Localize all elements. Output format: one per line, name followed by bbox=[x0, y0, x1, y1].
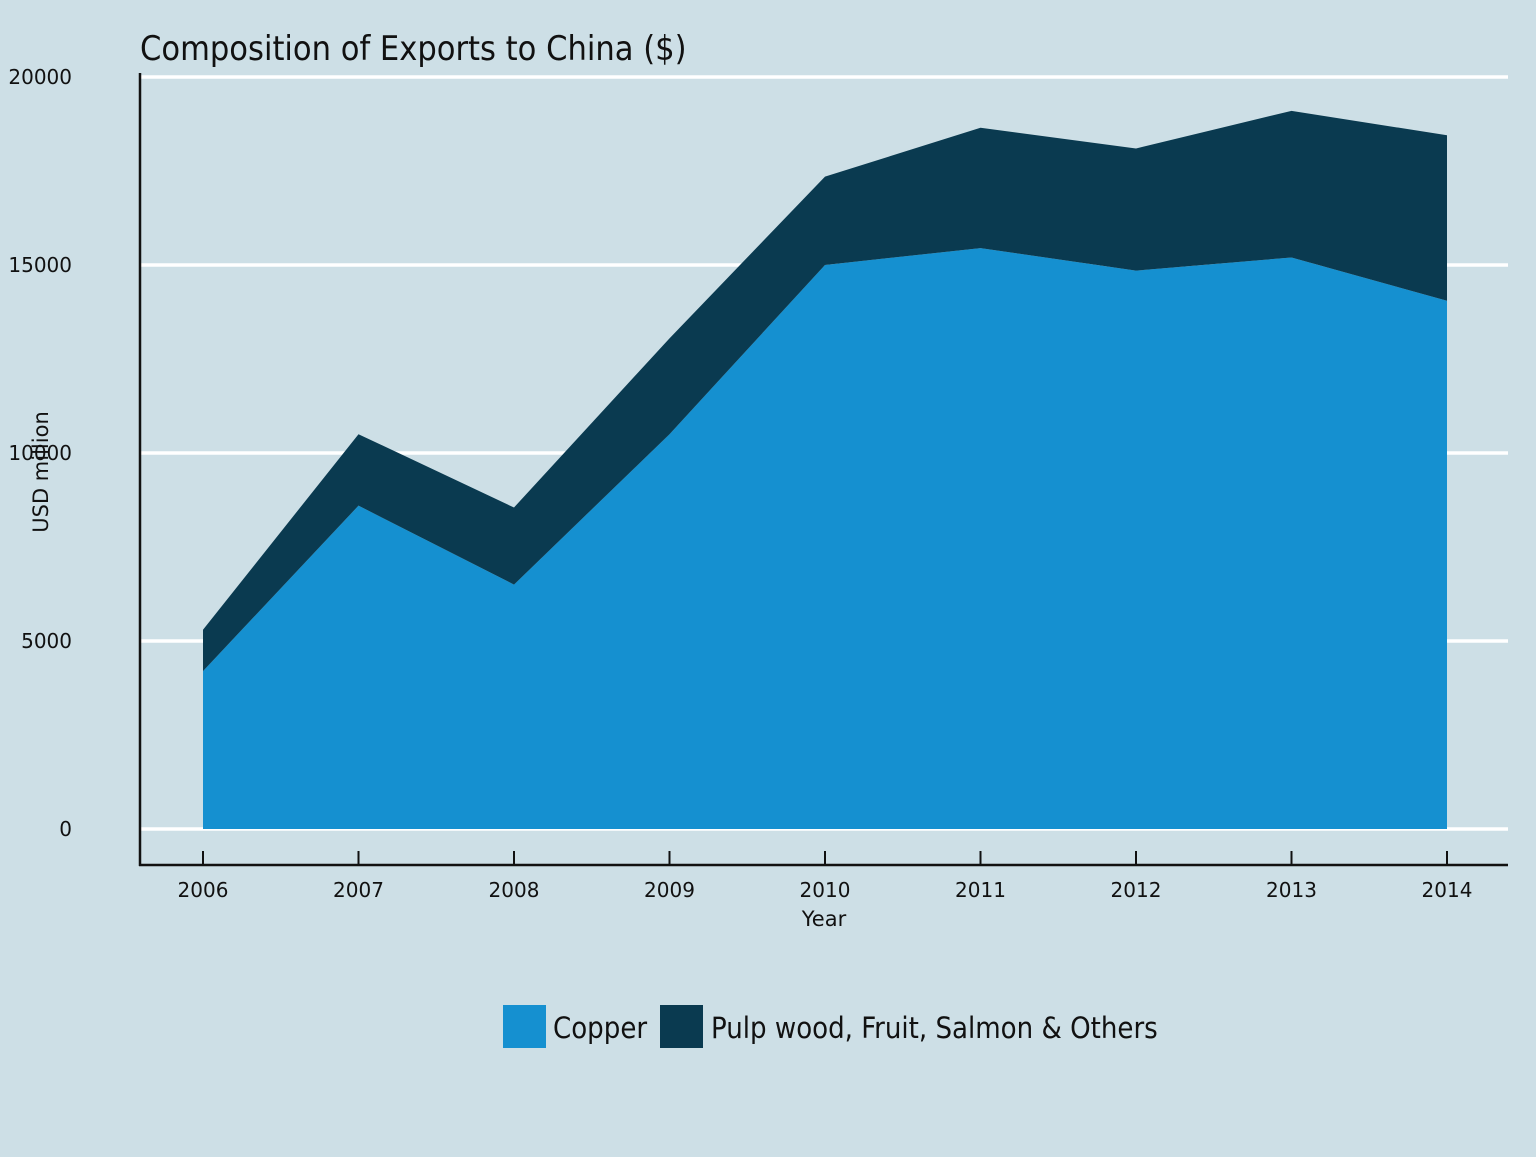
x-tick-label: 2014 bbox=[1422, 878, 1473, 902]
x-tick-label: 2011 bbox=[955, 878, 1006, 902]
legend-label-1: Pulp wood, Fruit, Salmon & Others bbox=[711, 1011, 1158, 1045]
x-tick-label: 2008 bbox=[489, 878, 540, 902]
x-tick-label: 2013 bbox=[1266, 878, 1317, 902]
legend-swatch-1 bbox=[660, 1005, 703, 1048]
y-axis-title: USD million bbox=[29, 411, 53, 533]
y-tick-label: 20000 bbox=[8, 65, 72, 89]
x-tick-label: 2007 bbox=[333, 878, 384, 902]
legend-swatch-0 bbox=[503, 1005, 546, 1048]
y-tick-label: 15000 bbox=[8, 253, 72, 277]
x-tick-label: 2010 bbox=[800, 878, 851, 902]
axes bbox=[138, 73, 1508, 867]
x-tick-label: 2006 bbox=[178, 878, 229, 902]
legend: Copper Pulp wood, Fruit, Salmon & Others bbox=[503, 1005, 1158, 1048]
legend-label-0: Copper bbox=[553, 1011, 647, 1045]
series-area-1 bbox=[203, 110, 1447, 672]
series-areas bbox=[203, 110, 1447, 829]
y-tick-label: 5000 bbox=[21, 629, 72, 653]
chart-title: Composition of Exports to China ($) bbox=[140, 29, 687, 69]
x-tick-label: 2009 bbox=[644, 878, 695, 902]
y-tick-label: 10000 bbox=[8, 441, 72, 465]
x-tick-label: 2012 bbox=[1111, 878, 1162, 902]
tick-labels: 0 5000 10000 15000 20000 2006 2007 2008 2009 2010… bbox=[8, 65, 1472, 902]
series-area-0 bbox=[203, 248, 1447, 829]
y-tick-label: 0 bbox=[59, 817, 72, 841]
x-axis-title: Year bbox=[801, 907, 847, 931]
